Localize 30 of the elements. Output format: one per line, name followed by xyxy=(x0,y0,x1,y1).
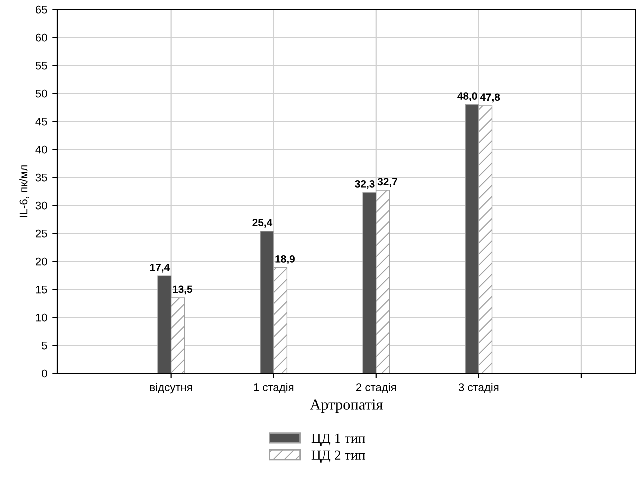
data-label: 32,7 xyxy=(378,178,398,188)
y-tick-label: 30 xyxy=(36,202,48,210)
x-axis-title: Артропатія xyxy=(310,400,383,414)
x-tick-label: 2 стадія xyxy=(356,383,396,394)
y-tick-label: 5 xyxy=(42,342,48,350)
data-label: 32,3 xyxy=(355,180,375,190)
x-tick-label: відсутня xyxy=(150,383,192,394)
y-axis-title: IL-6, пк/мл xyxy=(20,166,29,218)
data-label: 18,9 xyxy=(276,256,295,264)
y-tick-label: 20 xyxy=(36,258,48,266)
y-tick-label: 55 xyxy=(36,62,48,70)
data-label: 17,4 xyxy=(150,264,170,273)
y-tick-label: 25 xyxy=(36,230,48,238)
y-tick-label: 60 xyxy=(36,34,48,42)
y-tick-label: 45 xyxy=(36,118,48,126)
y-tick-label: 40 xyxy=(36,146,48,154)
y-tick-label: 35 xyxy=(36,174,48,182)
y-tick-label: 0 xyxy=(42,370,48,378)
data-label: 48,0 xyxy=(458,92,478,102)
y-tick-label: 15 xyxy=(36,286,48,294)
y-tick-label: 10 xyxy=(36,314,48,322)
y-tick-label: 65 xyxy=(36,6,48,14)
legend-label: ЦД 1 тип xyxy=(312,434,366,446)
x-tick-label: 1 стадія xyxy=(254,383,294,394)
data-label: 47,8 xyxy=(480,94,500,103)
legend-label: ЦД 2 тип xyxy=(312,450,366,463)
y-tick-label: 50 xyxy=(36,90,48,98)
data-label: 13,5 xyxy=(173,286,193,295)
data-label: 25,4 xyxy=(252,219,273,228)
x-tick-label: 3 стадія xyxy=(458,383,499,394)
